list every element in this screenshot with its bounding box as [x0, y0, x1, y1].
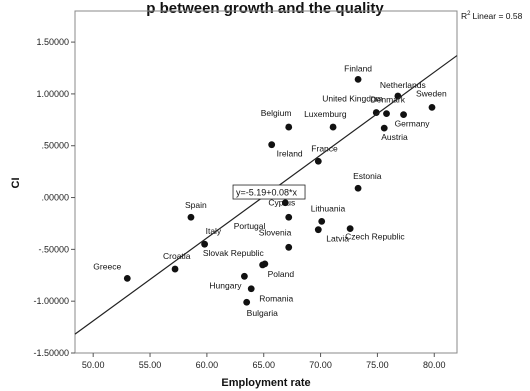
point-label: France	[311, 143, 338, 153]
point-label: Finland	[344, 63, 372, 73]
scatter-point	[329, 123, 337, 131]
point-label: Sweden	[416, 88, 447, 98]
equation-box	[232, 184, 306, 200]
x-tick-label: 75.00	[366, 360, 389, 370]
point-label: Czech Republic	[345, 232, 405, 242]
r2-value: Linear = 0.58	[472, 11, 522, 21]
point-label: Bulgaria	[247, 308, 278, 318]
scatter-point	[285, 243, 293, 251]
point-label: Romania	[259, 294, 293, 304]
scatter-point	[268, 141, 276, 149]
point-label: Slovak Republic	[203, 248, 265, 258]
scatter-point	[380, 124, 388, 132]
y-tick-label: .00000	[41, 193, 69, 203]
point-label: Luxemburg	[304, 109, 347, 119]
scatter-point	[243, 298, 251, 306]
y-tick-label: 1.00000	[36, 89, 69, 99]
scatter-point	[171, 265, 179, 273]
point-label: Hungary	[209, 280, 242, 290]
scatter-point	[123, 274, 131, 282]
point-label: Italy	[206, 226, 222, 236]
x-tick-label: 70.00	[309, 360, 332, 370]
scatter-point	[281, 199, 289, 207]
x-axis-ticks: 50.00 55.00 60.00 65.00 70.00 75.00 80.00	[82, 353, 446, 370]
scatter-point	[383, 110, 390, 117]
x-tick-label: 65.00	[252, 360, 275, 370]
point-label: Netherlands	[380, 80, 426, 90]
x-tick-label: 50.00	[82, 360, 105, 370]
r2-label: R2 Linear = 0.58	[461, 11, 523, 21]
point-label: Austria	[381, 132, 408, 142]
y-tick-label: 1.50000	[36, 37, 69, 47]
scatter-point	[400, 111, 407, 119]
point-label: Lithuania	[311, 203, 346, 213]
scatter-point	[346, 225, 354, 233]
point-label: Denmark	[371, 95, 406, 105]
point-label: Croatia	[163, 251, 191, 261]
y-tick-label: .50000	[41, 141, 69, 151]
scatter-point	[187, 213, 195, 221]
scatter-point	[314, 157, 322, 165]
point-label: Latvia	[326, 234, 349, 244]
point-label: Portugal	[234, 221, 266, 231]
point-label: Belgium	[261, 108, 292, 118]
point-label: Greece	[93, 261, 121, 271]
scatter-point	[372, 109, 380, 116]
point-label: Slovenia	[259, 227, 292, 237]
equation-label: y=-5.19+0.08*x	[236, 188, 298, 198]
point-label: Germany	[395, 119, 431, 129]
x-tick-label: 80.00	[423, 360, 446, 370]
scatter-point	[285, 213, 293, 221]
scatter-point	[428, 103, 436, 111]
scatter-point	[354, 184, 362, 192]
point-label: Ireland	[277, 149, 303, 159]
x-tick-label: 55.00	[139, 360, 162, 370]
scatter-point	[201, 240, 209, 248]
x-tick-label: 60.00	[196, 360, 219, 370]
chart-title: p between growth and the quality	[146, 0, 384, 17]
scatter-point	[314, 226, 322, 234]
scatter-point	[259, 261, 266, 269]
point-label: Poland	[268, 269, 295, 279]
y-axis-ticks: -1.50000 -1.00000 -.50000 .00000 .50000 1.000…	[33, 37, 75, 358]
scatter-point	[285, 123, 293, 131]
scatter-point	[318, 217, 326, 225]
y-tick-label: -.50000	[38, 244, 69, 254]
scatter-point	[240, 272, 248, 280]
x-axis-title: Employment rate	[221, 377, 310, 389]
y-axis-title: CI	[10, 178, 22, 189]
y-tick-label: -1.00000	[33, 296, 69, 306]
scatter-point	[247, 285, 255, 293]
fit-line-group: y=-5.19+0.08*x	[74, 55, 458, 335]
scatter-point	[354, 76, 362, 83]
y-tick-label: -1.50000	[33, 348, 69, 358]
plot-area	[74, 10, 458, 354]
point-label: Cyprus	[268, 198, 295, 208]
point-label: Spain	[185, 200, 207, 210]
point-label: United Kingdom	[322, 94, 382, 104]
point-label: Estonia	[353, 171, 382, 181]
